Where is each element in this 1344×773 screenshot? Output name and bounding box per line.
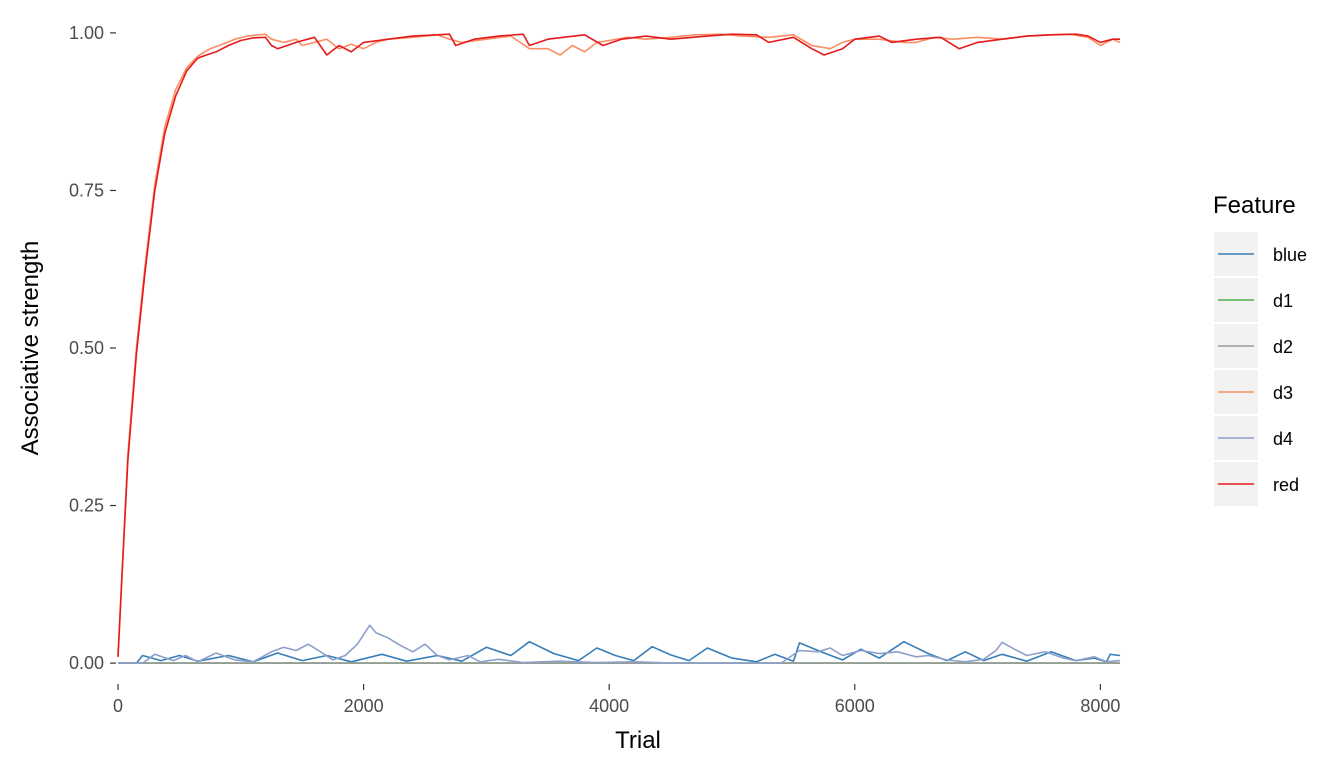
legend-label: d3 bbox=[1273, 383, 1293, 403]
y-tick-label: 0.00 bbox=[69, 653, 104, 673]
x-tick-label: 0 bbox=[113, 696, 123, 716]
y-tick-label: 1.00 bbox=[69, 23, 104, 43]
legend-label: blue bbox=[1273, 245, 1307, 265]
legend-item-d3: d3 bbox=[1214, 370, 1293, 414]
series-line-red bbox=[117, 33, 1120, 657]
legend-item-d2: d2 bbox=[1214, 324, 1293, 368]
legend-title: Feature bbox=[1213, 192, 1296, 219]
series-line-d4 bbox=[118, 624, 1121, 664]
legend-item-blue: blue bbox=[1214, 232, 1307, 276]
x-axis-title: Trial bbox=[615, 727, 661, 754]
legend-label: d2 bbox=[1273, 337, 1293, 357]
series-line-d3 bbox=[117, 33, 1121, 657]
x-tick-label: 4000 bbox=[589, 696, 629, 716]
series-line-blue bbox=[118, 640, 1121, 664]
legend: Feature blue d1 d2 d3 d4 red bbox=[1213, 192, 1307, 506]
y-axis-title: Associative strength bbox=[17, 241, 44, 456]
legend-item-d1: d1 bbox=[1214, 278, 1293, 322]
legend-label: d4 bbox=[1273, 429, 1293, 449]
y-tick-label: 0.50 bbox=[69, 338, 104, 358]
legend-item-d4: d4 bbox=[1214, 416, 1293, 460]
legend-label: d1 bbox=[1273, 291, 1293, 311]
x-tick-label: 6000 bbox=[835, 696, 875, 716]
legend-item-red: red bbox=[1214, 462, 1299, 506]
legend-label: red bbox=[1273, 475, 1299, 495]
x-tick-label: 8000 bbox=[1080, 696, 1120, 716]
y-tick-label: 0.75 bbox=[69, 180, 104, 200]
axes: 0.00 0.25 0.50 0.75 1.00 0 2000 4000 6000 8000 bbox=[69, 23, 1120, 716]
y-tick-label: 0.25 bbox=[69, 496, 104, 516]
x-tick-label: 2000 bbox=[344, 696, 384, 716]
plot-area bbox=[117, 33, 1121, 664]
